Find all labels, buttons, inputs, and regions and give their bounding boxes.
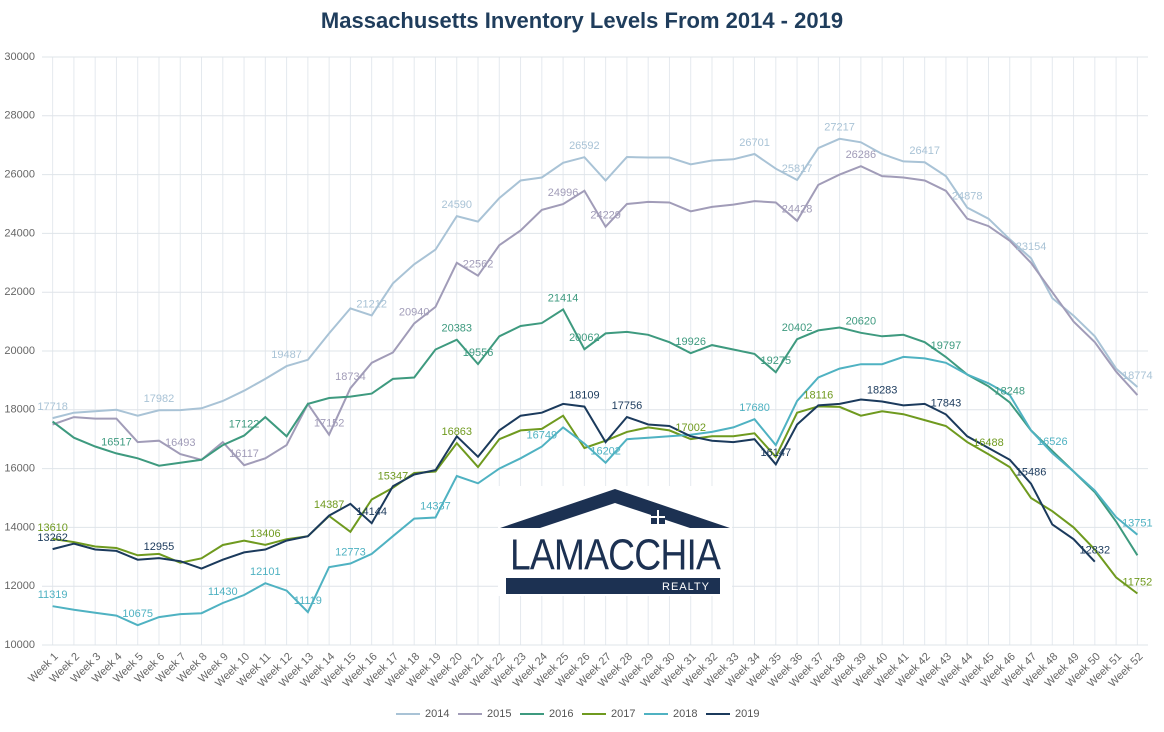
logo-sub: REALTY bbox=[662, 581, 710, 593]
legend-label: 2014 bbox=[425, 708, 449, 720]
y-tick-label: 16000 bbox=[4, 463, 35, 475]
legend-label: 2017 bbox=[611, 708, 635, 720]
y-tick-label: 30000 bbox=[4, 51, 35, 63]
y-tick-label: 20000 bbox=[4, 345, 35, 357]
data-label: 19487 bbox=[271, 349, 302, 361]
data-label: 26592 bbox=[569, 140, 600, 152]
data-label: 19797 bbox=[931, 340, 962, 352]
data-label: 17680 bbox=[739, 402, 770, 414]
y-tick-label: 12000 bbox=[4, 580, 35, 592]
data-label: 20940 bbox=[399, 306, 430, 318]
data-label: 24229 bbox=[590, 210, 621, 222]
data-label: 16517 bbox=[101, 436, 132, 448]
data-label: 12773 bbox=[335, 546, 366, 558]
data-label: 10675 bbox=[122, 608, 153, 620]
legend-label: 2015 bbox=[487, 708, 511, 720]
data-label: 16863 bbox=[441, 426, 472, 438]
data-label: 11119 bbox=[294, 595, 322, 607]
data-label: 15486 bbox=[1016, 467, 1047, 479]
data-label: 16202 bbox=[590, 446, 621, 458]
legend-label: 2018 bbox=[673, 708, 697, 720]
series-line bbox=[52, 398, 1096, 570]
y-tick-label: 28000 bbox=[4, 110, 35, 122]
data-label: 17756 bbox=[612, 400, 643, 412]
data-label: 20620 bbox=[846, 316, 877, 328]
logo-bar bbox=[506, 578, 720, 594]
data-label: 13610 bbox=[37, 522, 68, 534]
data-label: 16147 bbox=[760, 447, 791, 459]
data-label: 13262 bbox=[37, 532, 68, 544]
data-label: 20383 bbox=[441, 323, 472, 335]
data-label: 18248 bbox=[994, 385, 1025, 397]
data-label: 17122 bbox=[229, 419, 260, 431]
data-label: 17718 bbox=[37, 401, 68, 413]
data-label: 13751 bbox=[1122, 518, 1153, 530]
data-label: 23154 bbox=[1016, 241, 1047, 253]
data-label: 18734 bbox=[335, 371, 366, 383]
data-label: 11752 bbox=[1122, 576, 1152, 588]
y-tick-label: 26000 bbox=[4, 169, 35, 181]
series-line bbox=[52, 355, 1139, 627]
series-line bbox=[52, 165, 1139, 467]
data-label: 20402 bbox=[782, 322, 813, 334]
data-label: 19556 bbox=[463, 347, 494, 359]
data-label: 26701 bbox=[739, 137, 770, 149]
y-tick-label: 10000 bbox=[4, 639, 35, 651]
logo-roof bbox=[500, 489, 730, 528]
chart-title: Massachusetts Inventory Levels From 2014… bbox=[321, 8, 843, 33]
data-label: 17002 bbox=[675, 422, 706, 434]
data-label: 12832 bbox=[1080, 545, 1111, 557]
y-tick-label: 18000 bbox=[4, 404, 35, 416]
data-label: 17843 bbox=[931, 397, 962, 409]
data-label: 24428 bbox=[782, 204, 813, 216]
data-label: 19926 bbox=[675, 336, 706, 348]
data-label: 16493 bbox=[165, 437, 196, 449]
data-label: 26417 bbox=[909, 145, 940, 157]
legend-label: 2016 bbox=[549, 708, 573, 720]
data-label: 24590 bbox=[441, 199, 472, 211]
data-label: 14387 bbox=[314, 499, 345, 511]
data-label: 19275 bbox=[760, 355, 791, 367]
data-label: 24878 bbox=[952, 190, 983, 202]
legend-label: 2019 bbox=[735, 708, 759, 720]
logo-window-pane bbox=[651, 510, 665, 524]
data-label: 22562 bbox=[463, 259, 494, 271]
data-label: 25817 bbox=[782, 163, 813, 175]
data-label: 15347 bbox=[378, 471, 409, 483]
data-label: 18774 bbox=[1122, 370, 1153, 382]
data-label: 12955 bbox=[144, 541, 175, 553]
y-tick-label: 14000 bbox=[4, 521, 35, 533]
data-label: 12101 bbox=[250, 566, 281, 578]
data-label: 16117 bbox=[229, 448, 259, 460]
data-label: 14337 bbox=[420, 500, 451, 512]
data-label: 18109 bbox=[569, 390, 600, 402]
data-label: 26286 bbox=[846, 149, 877, 161]
data-label: 21414 bbox=[548, 292, 579, 304]
data-label: 11319 bbox=[38, 589, 68, 601]
data-label: 16526 bbox=[1037, 436, 1068, 448]
data-label: 17152 bbox=[314, 418, 345, 430]
data-label: 24996 bbox=[548, 187, 579, 199]
y-tick-label: 24000 bbox=[4, 227, 35, 239]
series-line bbox=[51, 307, 1139, 556]
data-label: 20062 bbox=[569, 332, 600, 344]
logo-bg bbox=[498, 486, 732, 596]
data-label: 13406 bbox=[250, 528, 281, 540]
data-label: 14144 bbox=[356, 506, 387, 518]
data-label: 27217 bbox=[824, 122, 855, 134]
data-label: 16749 bbox=[527, 429, 558, 441]
data-label: 18116 bbox=[803, 389, 833, 401]
series-line bbox=[52, 405, 1139, 595]
data-label: 18283 bbox=[867, 384, 898, 396]
y-tick-label: 22000 bbox=[4, 286, 35, 298]
data-label: 21212 bbox=[356, 298, 387, 310]
series-line bbox=[52, 137, 1139, 420]
data-label: 16488 bbox=[973, 437, 1004, 449]
logo-name: LAMACCHIA bbox=[510, 531, 721, 580]
data-label: 17982 bbox=[144, 393, 175, 405]
data-label: 11430 bbox=[208, 586, 238, 598]
